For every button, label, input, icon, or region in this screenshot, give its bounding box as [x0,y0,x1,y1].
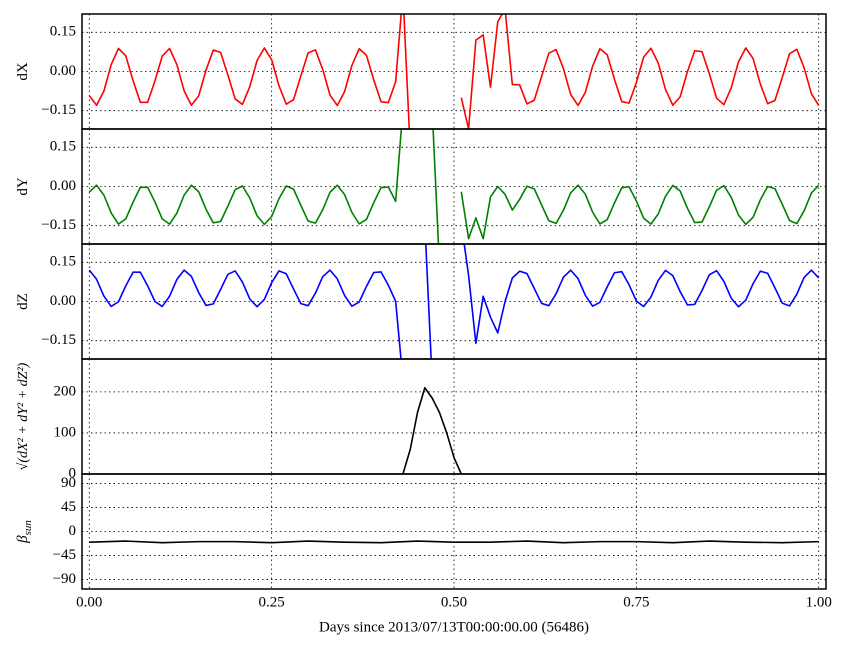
y-axis-label: dZ [15,293,31,310]
y-axis-label: dX [15,62,31,81]
panel: −0.15 0.00 0.15 dX [15,13,827,130]
y-axis-label-text: β [15,535,31,544]
y-tick-label: 0.15 [50,254,76,270]
panel: 0 100 200 √(dX² + dY² + dZ²) [16,358,827,481]
y-tick-label: 0.00 [50,63,76,79]
panel: −90 −45 0 45 90 0.00 0.25 0.50 0.75 1.00 βsun Days … [15,473,832,635]
y-tick-label: 45 [61,499,76,515]
data-line [88,244,820,359]
y-tick-label: 0.00 [50,293,76,309]
y-tick-label: 90 [61,475,76,491]
y-tick-label: −90 [53,571,76,587]
y-tick-label: 0.15 [50,24,76,40]
y-axis-label: dY [15,177,31,196]
data-line [89,540,819,544]
y-axis-label-subscript: sun [22,520,34,536]
data-line [402,386,463,474]
x-axis-label: Days since 2013/07/13T00:00:00.00 (56486… [319,619,589,635]
y-tick-label: 0.00 [50,178,76,194]
y-axis-label-text: dZ [15,293,31,310]
x-tick-label: 1.00 [806,594,832,610]
data-line [88,14,820,129]
panel-frame [81,13,827,130]
y-tick-label: 0 [69,523,77,539]
data-line [88,129,820,244]
y-tick-label: 0 [69,465,77,481]
y-tick-label: −45 [53,547,76,563]
panel: −0.15 0.00 0.15 dZ [15,243,827,360]
x-tick-label: 0.75 [623,594,649,610]
x-tick-label: 0.00 [76,594,102,610]
y-axis-label: √(dX² + dY² + dZ²) [16,362,31,470]
y-tick-label: 0.15 [50,139,76,155]
panel: −0.15 0.00 0.15 dY [15,128,827,245]
panel-frame [81,473,827,590]
y-axis-label-text: dY [15,177,31,196]
y-axis-label: βsun [15,520,33,544]
y-tick-label: 200 [54,383,77,399]
y-tick-label: −0.15 [41,102,76,118]
y-tick-label: 100 [54,424,77,440]
y-tick-label: −0.15 [41,217,76,233]
x-tick-label: 0.50 [441,594,467,610]
y-tick-label: −0.15 [41,332,76,348]
panel-frame [81,243,827,360]
x-tick-label: 0.25 [259,594,285,610]
y-axis-label-text: dX [15,62,31,81]
y-axis-label-text: √(dX² + dY² + dZ²) [16,362,31,470]
